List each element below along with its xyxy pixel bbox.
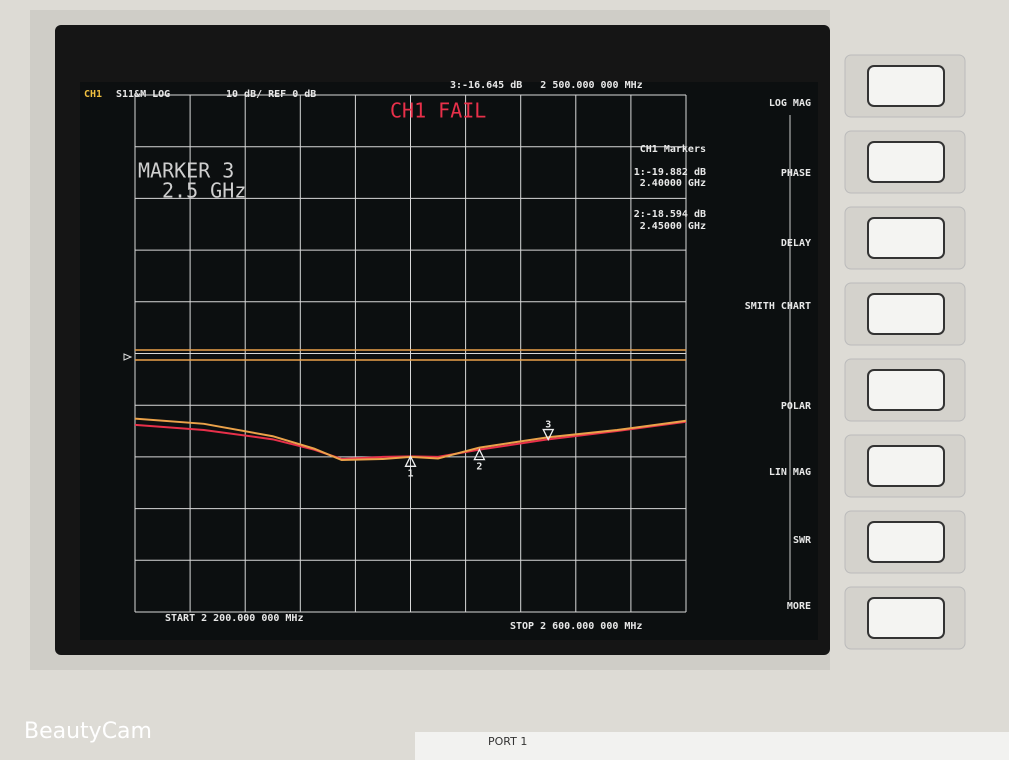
softkey-face bbox=[868, 370, 944, 410]
marker-readout: 2:-18.594 dB bbox=[634, 209, 706, 220]
fail-status: CH1 FAIL bbox=[390, 99, 486, 123]
analyzer: CH1 S11&M LOG 10 dB/ REF 0 dB 3:-16.645 … bbox=[0, 0, 1009, 760]
marker-readout: 1:-19.882 dB bbox=[634, 167, 706, 178]
softkey-face bbox=[868, 294, 944, 334]
marker-readout: 2.45000 GHz bbox=[640, 221, 706, 232]
softkey-label: PHASE bbox=[735, 167, 811, 180]
softkey-face bbox=[868, 218, 944, 258]
marker-table-title: CH1 Markers bbox=[640, 144, 706, 155]
marker-readout: 2.40000 GHz bbox=[640, 178, 706, 189]
channel: CH1 bbox=[84, 89, 102, 100]
stop-freq: STOP 2 600.000 000 MHz bbox=[510, 621, 642, 632]
marker-label: 2 bbox=[476, 462, 482, 473]
active-marker: 3:-16.645 dB 2 500.000 000 MHz bbox=[450, 80, 643, 91]
softkey-face bbox=[868, 522, 944, 562]
softkey-label: LOG MAG bbox=[735, 97, 811, 110]
softkey-label: SWR bbox=[735, 534, 811, 547]
softkey-label: MORE bbox=[735, 600, 811, 613]
softkey-label: SMITH CHART bbox=[735, 300, 811, 313]
measurement: S11&M LOG bbox=[116, 89, 170, 100]
softkey-face bbox=[868, 142, 944, 182]
softkey-label: LIN MAG bbox=[735, 466, 811, 479]
marker-label: 3 bbox=[545, 420, 551, 431]
port-label: PORT 1 bbox=[488, 735, 527, 748]
softkey-face bbox=[868, 446, 944, 486]
start-freq: START 2 200.000 000 MHz bbox=[165, 613, 303, 624]
marker-label: 1 bbox=[407, 468, 413, 479]
watermark: BeautyCam bbox=[24, 719, 152, 744]
softkey-face bbox=[868, 598, 944, 638]
softkey-label: DELAY bbox=[735, 237, 811, 250]
softkey-label: POLAR bbox=[735, 400, 811, 413]
screen-photo: CH1 S11&M LOG 10 dB/ REF 0 dB 3:-16.645 … bbox=[0, 0, 1009, 760]
softkey-face bbox=[868, 66, 944, 106]
marker-note: 2.5 GHz bbox=[162, 179, 246, 203]
scale: 10 dB/ REF 0 dB bbox=[226, 89, 316, 100]
